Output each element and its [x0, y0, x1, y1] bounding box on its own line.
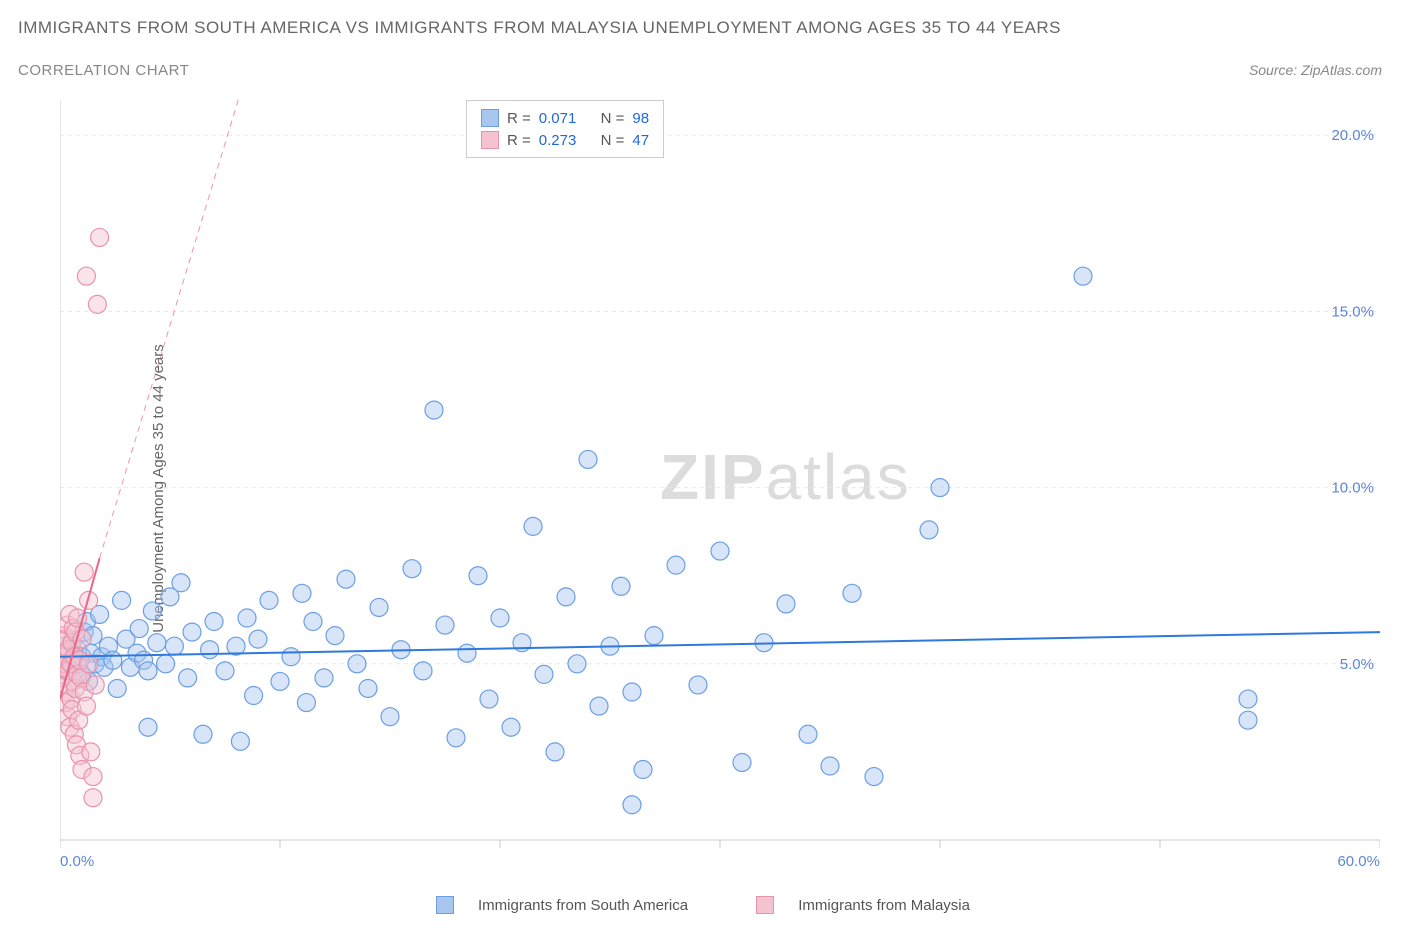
stat-value-n: 98 — [632, 110, 649, 127]
stat-label: R = — [507, 110, 531, 127]
legend-label: Immigrants from Malaysia — [798, 897, 970, 914]
legend-swatch-pink — [481, 131, 499, 149]
legend-swatch-blue — [481, 109, 499, 127]
legend-swatch-blue — [436, 896, 454, 914]
stat-value-r: 0.273 — [539, 132, 577, 149]
stat-label: N = — [601, 110, 625, 127]
scatter-plot-svg: 0.0% 60.0% 5.0% 10.0% 15.0% 20.0% — [60, 100, 1380, 870]
source-attribution: Source: ZipAtlas.com — [1249, 62, 1382, 78]
stat-label: N = — [601, 132, 625, 149]
legend-item: Immigrants from South America — [420, 896, 704, 914]
svg-text:15.0%: 15.0% — [1331, 303, 1374, 320]
legend-item: Immigrants from Malaysia — [740, 896, 986, 914]
chart-area: 0.0% 60.0% 5.0% 10.0% 15.0% 20.0% — [60, 100, 1380, 870]
chart-title: IMMIGRANTS FROM SOUTH AMERICA VS IMMIGRA… — [18, 18, 1061, 38]
svg-text:20.0%: 20.0% — [1331, 127, 1374, 144]
legend-swatch-pink — [756, 896, 774, 914]
stats-legend-row: R = 0.071 N = 98 — [481, 107, 649, 129]
svg-text:60.0%: 60.0% — [1337, 853, 1380, 870]
svg-text:10.0%: 10.0% — [1331, 480, 1374, 497]
chart-subtitle: CORRELATION CHART — [18, 62, 189, 79]
stats-legend-row: R = 0.273 N = 47 — [481, 129, 649, 151]
stat-label: R = — [507, 132, 531, 149]
stat-value-r: 0.071 — [539, 110, 577, 127]
svg-text:0.0%: 0.0% — [60, 853, 94, 870]
svg-text:5.0%: 5.0% — [1340, 656, 1374, 673]
legend-label: Immigrants from South America — [478, 897, 688, 914]
stats-legend-box: R = 0.071 N = 98 R = 0.273 N = 47 — [466, 100, 664, 158]
series-legend: Immigrants from South America Immigrants… — [0, 896, 1406, 918]
stat-value-n: 47 — [632, 132, 649, 149]
